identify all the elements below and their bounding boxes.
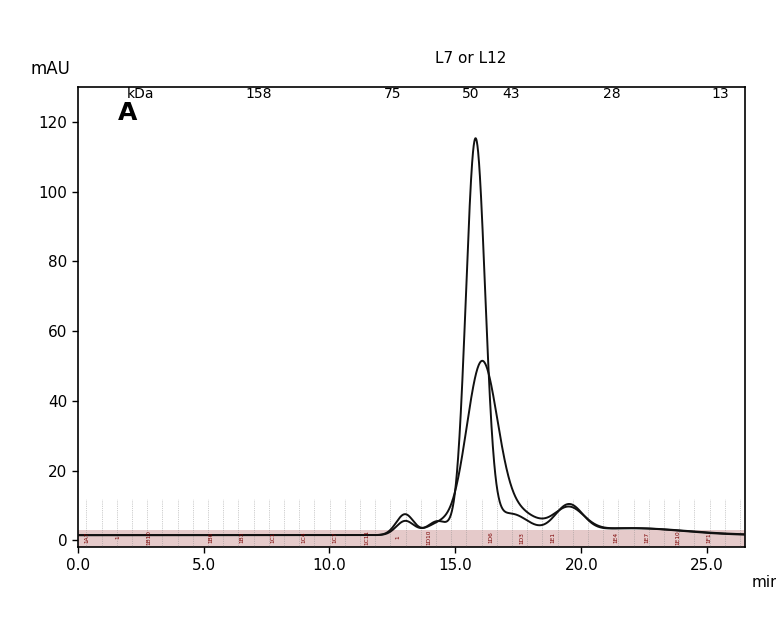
Text: 1C4: 1C4 — [302, 532, 307, 544]
Text: 1B3: 1B3 — [240, 532, 244, 543]
Text: A: A — [118, 101, 137, 125]
Text: 1E10: 1E10 — [675, 530, 681, 545]
Text: min: min — [752, 575, 776, 590]
Text: 1E7: 1E7 — [644, 532, 649, 543]
Text: 1E4: 1E4 — [613, 532, 618, 543]
Text: 1F1: 1F1 — [706, 532, 712, 543]
Text: 50: 50 — [462, 87, 480, 101]
Text: 158: 158 — [246, 87, 272, 101]
Text: 1B6: 1B6 — [209, 532, 213, 543]
Text: 1A7: 1A7 — [84, 532, 89, 543]
Text: 1C1: 1C1 — [271, 532, 275, 543]
Text: 1B10: 1B10 — [146, 530, 151, 545]
Text: 1D6: 1D6 — [488, 532, 494, 544]
Text: L7 or L12: L7 or L12 — [435, 51, 506, 66]
Text: 1: 1 — [395, 536, 400, 539]
Text: 1D10: 1D10 — [426, 530, 431, 545]
Text: 1D3: 1D3 — [520, 532, 525, 544]
Text: 43: 43 — [502, 87, 519, 101]
Text: 1: 1 — [115, 536, 120, 539]
Bar — [78, 530, 745, 547]
Text: 13: 13 — [711, 87, 729, 101]
Text: 1C7: 1C7 — [333, 532, 338, 544]
Text: kDa: kDa — [126, 87, 154, 101]
Text: 28: 28 — [603, 87, 620, 101]
Text: 1E1: 1E1 — [551, 532, 556, 543]
Text: 75: 75 — [383, 87, 401, 101]
Text: mAU: mAU — [31, 60, 71, 78]
Text: 1C11: 1C11 — [364, 530, 369, 545]
